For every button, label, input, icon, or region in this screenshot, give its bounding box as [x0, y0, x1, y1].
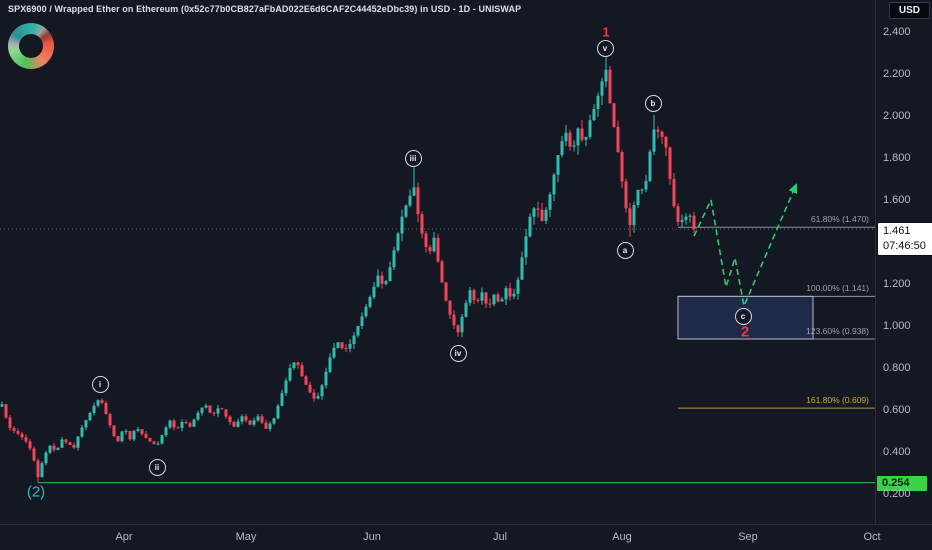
candlestick-chart[interactable]: [0, 0, 875, 524]
time-tick-label: Sep: [738, 531, 758, 543]
fib-level-label: 61.80% (1.470): [810, 214, 869, 225]
wave-label-c[interactable]: c: [734, 307, 752, 325]
chart-title: SPX6900 / Wrapped Ether on Ethereum (0x5…: [8, 4, 522, 14]
currency-button[interactable]: USD: [888, 2, 930, 19]
wave-label-iii[interactable]: iii: [404, 149, 422, 167]
fib-level-label: 123.60% (0.938): [806, 325, 869, 336]
price-axis[interactable]: USD 1.461 07:46:50 0.254 2.400 2.200 2.000…: [875, 0, 932, 524]
time-tick-label: Jun: [363, 531, 381, 543]
wave-text-label[interactable]: 2: [740, 323, 750, 341]
support-price-label: 0.254: [877, 476, 927, 491]
price-tick-label: 0.200: [883, 487, 911, 500]
price-tick-label: 2.000: [883, 109, 911, 122]
time-tick-label: May: [235, 531, 257, 543]
price-tick-label: 1.800: [883, 151, 911, 164]
fib-level-label: 161.80% (0.609): [806, 395, 869, 406]
projection-path[interactable]: [693, 182, 798, 309]
wave-label-iv[interactable]: iv: [449, 344, 467, 362]
fib-level-label: 100.00% (1.141): [806, 283, 869, 294]
price-tick-label: 0.600: [883, 403, 911, 416]
price-tick-label: 1.600: [883, 193, 911, 206]
bar-close-countdown: 07:46:50: [883, 240, 926, 252]
price-tick-label: 2.400: [883, 25, 911, 38]
price-tick-label: 0.800: [883, 361, 911, 374]
time-tick-label: Oct: [863, 531, 881, 543]
wave-label-v[interactable]: v: [596, 39, 614, 57]
time-tick-label: Apr: [115, 531, 133, 543]
current-price-label: 1.461 07:46:50: [877, 222, 932, 256]
candles-group: [0, 57, 696, 483]
wave-label-i[interactable]: i: [91, 375, 109, 393]
wave-text-label[interactable]: 1: [602, 24, 610, 40]
wave-text-label[interactable]: (2): [26, 483, 46, 501]
price-tick-label: 0.400: [883, 445, 911, 458]
time-tick-label: Aug: [612, 531, 632, 543]
price-tick-label: 1.200: [883, 277, 911, 290]
price-tick-label: 2.200: [883, 67, 911, 80]
wave-label-a[interactable]: a: [616, 241, 634, 259]
current-price-value: 1.461: [883, 225, 911, 237]
time-axis[interactable]: Apr May Jun Jul Aug Sep Oct: [0, 524, 932, 550]
chart-annotations-layer: 61.80% (1.470) 100.00% (1.141) 123.60% (0.…: [26, 24, 869, 501]
price-tick-label: 1.000: [883, 319, 911, 332]
wave-label-ii[interactable]: ii: [148, 458, 166, 476]
time-tick-label: Jul: [492, 531, 508, 543]
wave-label-b[interactable]: b: [644, 94, 662, 112]
spx6900-logo-icon: [8, 23, 54, 69]
